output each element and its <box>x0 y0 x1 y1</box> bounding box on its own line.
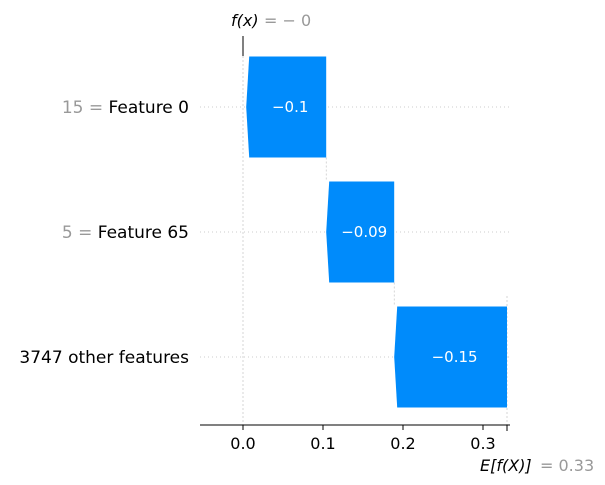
x-tick-label: 0.2 <box>390 434 415 453</box>
fx-value: = − 0 <box>264 11 311 30</box>
waterfall-bar <box>394 306 507 408</box>
efx-label: E[f(X)] <box>480 456 532 475</box>
efx-value: = 0.33 <box>540 456 594 475</box>
feature-value-text: 5 = <box>62 223 98 243</box>
row-label: 3747 other features <box>19 348 189 368</box>
row-label: 15 = Feature 0 <box>62 98 189 118</box>
bar-layer <box>246 56 507 408</box>
row-label: 5 = Feature 65 <box>62 223 189 243</box>
feature-name-text: Feature 0 <box>109 98 189 118</box>
feature-value-text: 15 = <box>62 98 109 118</box>
fx-label: f(x) <box>231 11 259 30</box>
bar-value-label: −0.15 <box>432 348 478 366</box>
label-layer: −0.1 15 = Feature 0 −0.09 5 = Feature 65 −0.… <box>19 98 477 368</box>
feature-name-text: 3747 other features <box>19 348 189 368</box>
feature-name-text: Feature 65 <box>98 223 189 243</box>
x-ticks: 0.0 0.1 0.2 0.3 <box>230 425 508 453</box>
bar-value-label: −0.09 <box>341 223 387 241</box>
waterfall-bar <box>246 56 327 158</box>
waterfall-bar <box>326 181 395 283</box>
x-tick-label: 0.0 <box>230 434 255 453</box>
x-tick-label: 0.3 <box>470 434 495 453</box>
x-tick-label: 0.1 <box>310 434 335 453</box>
bar-value-label: −0.1 <box>272 98 308 116</box>
